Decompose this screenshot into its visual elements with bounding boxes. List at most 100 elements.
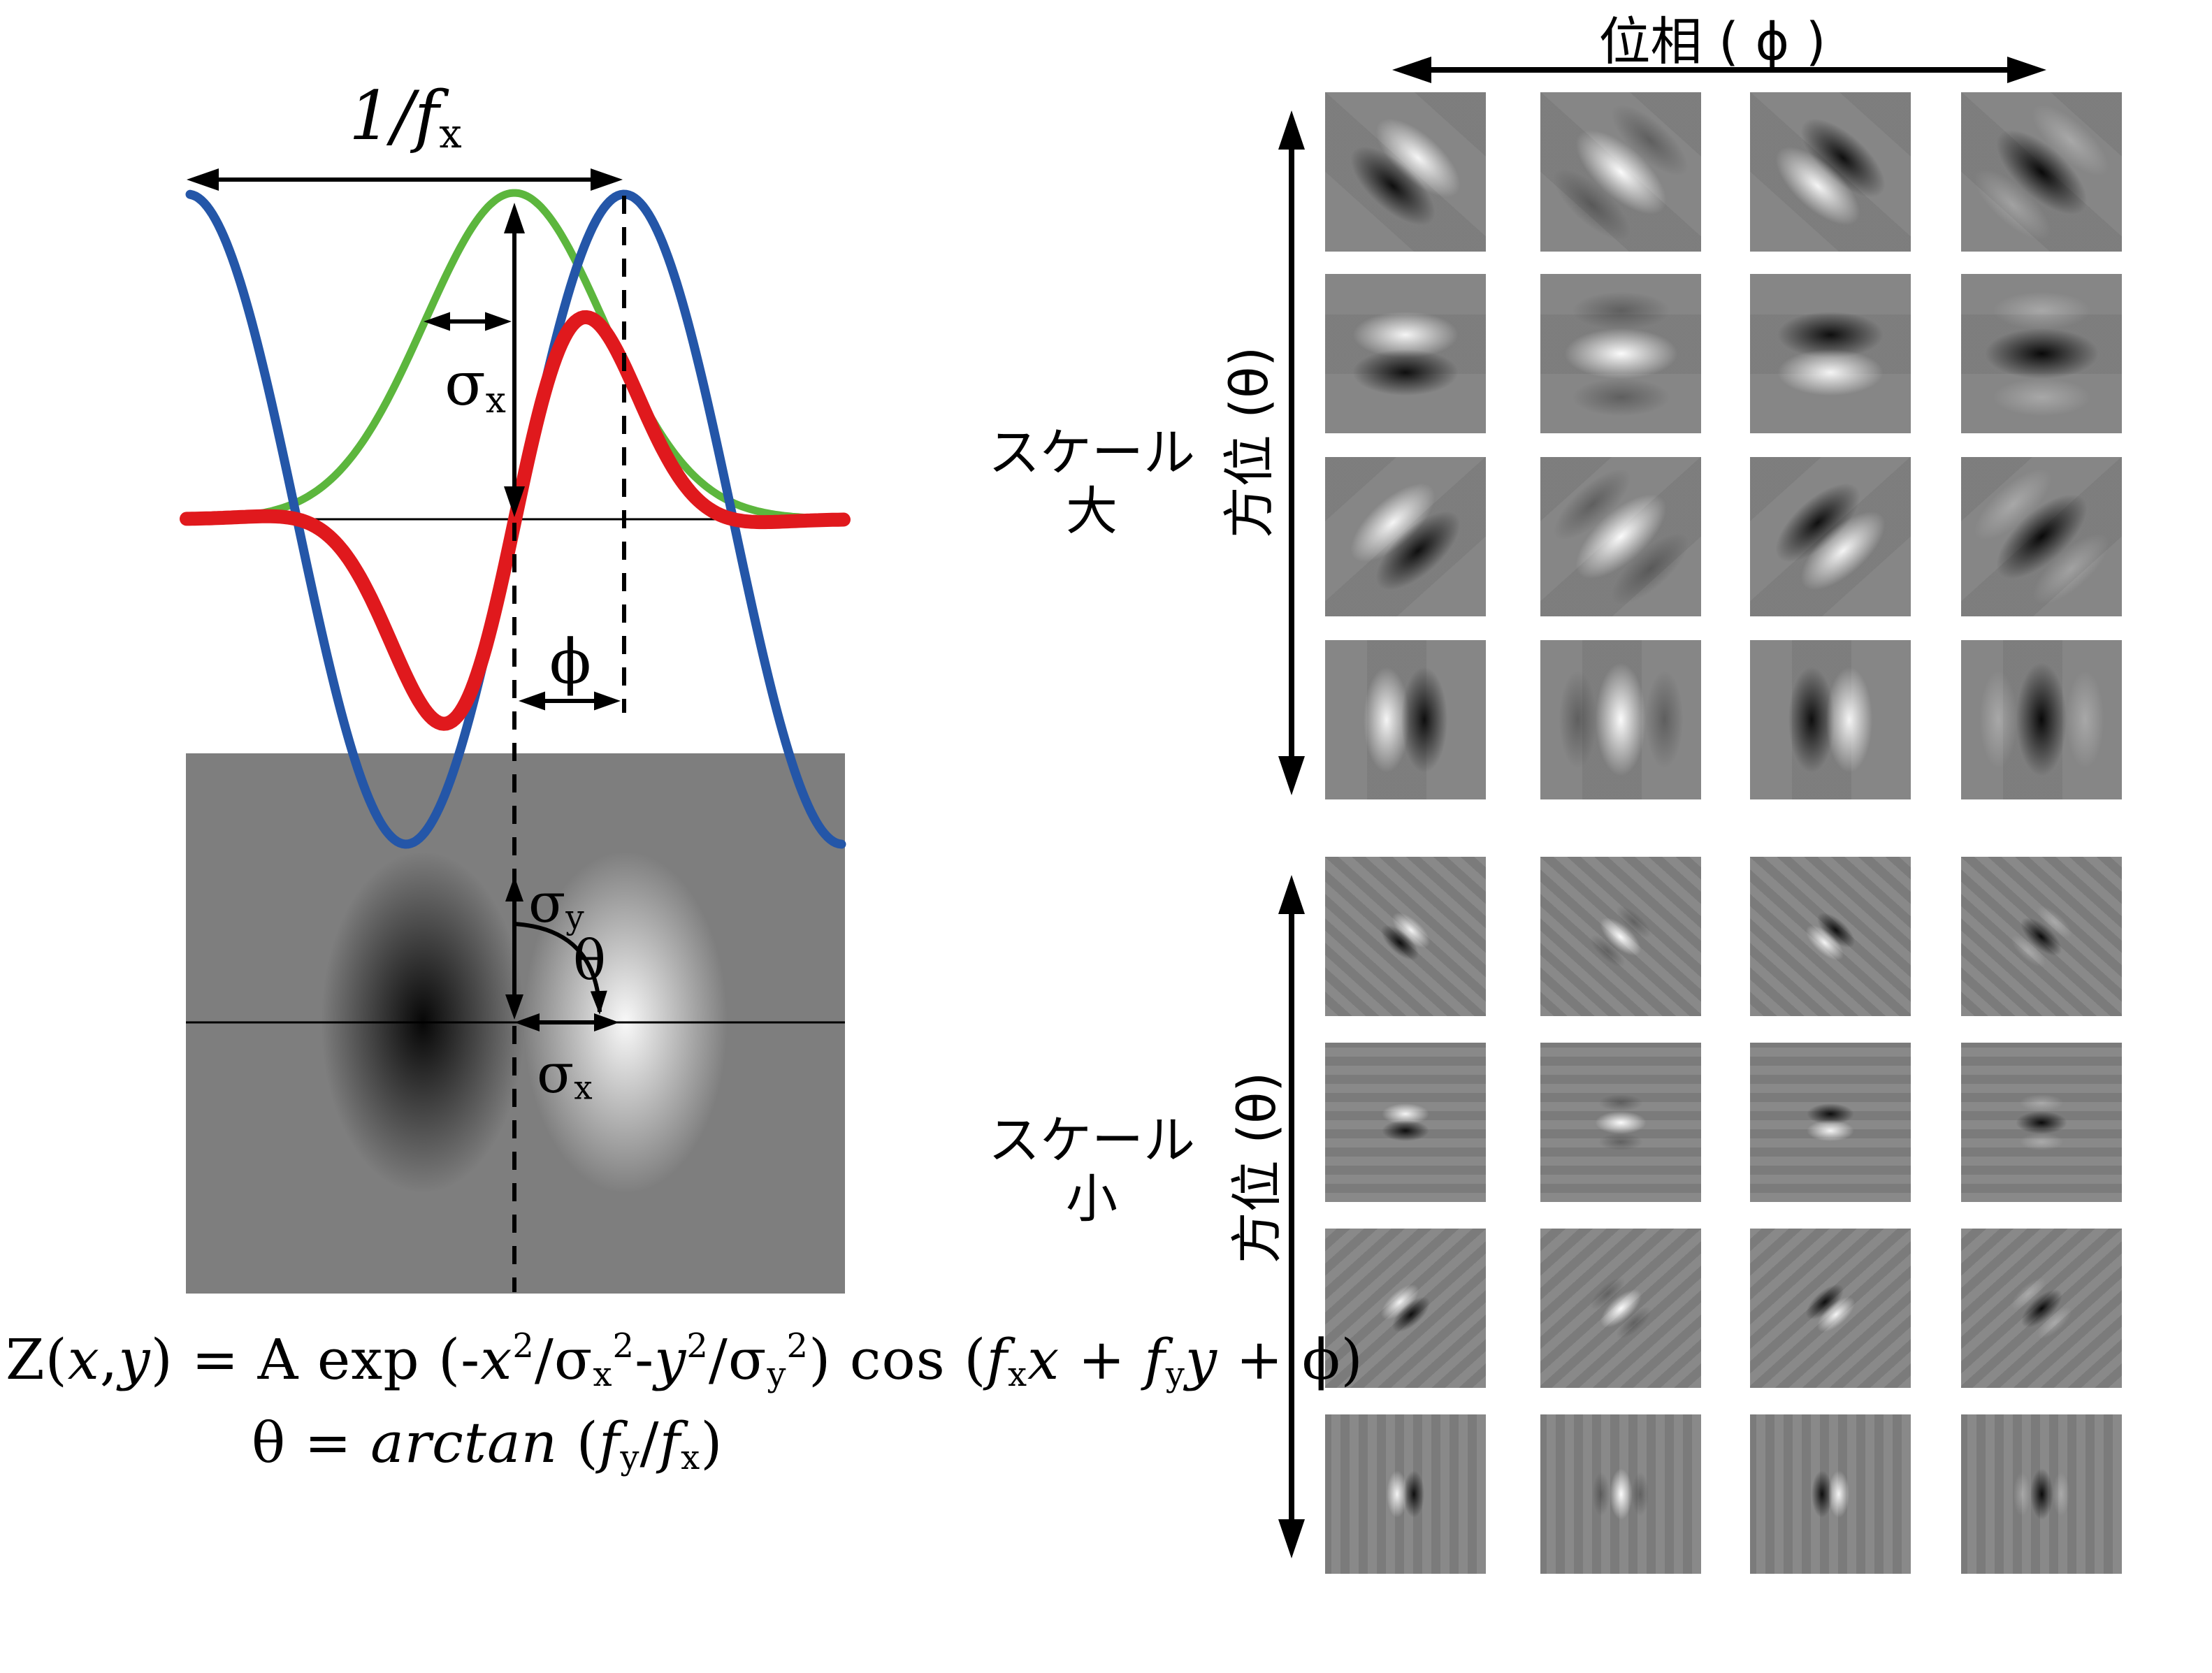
cosine-carrier-curve [185,189,846,849]
formula-segment: / [639,1410,660,1475]
scale-small-label-line2: 小 [959,1157,1224,1232]
gabor-patch-large-r3c1 [1325,457,1486,616]
stripe-rotator [1961,274,2122,433]
formula-segment: - [635,1326,655,1392]
stripe-rotator [1750,457,1911,616]
stripe-rotator [1541,640,1700,799]
stripe-rotator [1961,92,2122,252]
stripe-rotator [1750,857,1911,1016]
sigma-x-plot-sub: x [485,379,506,421]
formula-segment: θ = [252,1410,371,1475]
formula-segment: y [1165,1354,1185,1394]
phase-axis-arrow-head-start [1392,57,1431,83]
dark-stripe [1399,1461,1429,1528]
formula-segment: y [118,1326,151,1392]
gabor-patch-small-r4c3 [1750,1414,1911,1574]
formula-segment: + [1060,1326,1145,1392]
gabor-patch-small-r4c2 [1540,1414,1701,1574]
gabor-patch-small-r1c4 [1961,857,2122,1016]
stripe-rotator [1961,457,2122,616]
bright-lobe [491,797,760,1247]
formula-segment: arctan [370,1410,558,1475]
formula-segment: y [654,1326,687,1392]
stripe-rotator [1325,857,1486,1016]
orientation-small-text: 方位 (θ) [1227,1071,1287,1264]
stripe-rotator [1751,640,1910,799]
formula-segment: , [99,1326,119,1392]
gabor-2d-image [186,753,845,1294]
gabor-patch-small-r2c3 [1750,1043,1911,1202]
formula-segment: x [1027,1326,1060,1392]
formula-segment: ( [558,1410,599,1475]
formula-segment: x [67,1326,100,1392]
dark-stripe [1962,319,2120,389]
stripe-rotator [1540,92,1701,252]
stripe-rotator [1962,1414,2121,1574]
formula-segment: f [598,1410,621,1475]
stripe-rotator [1540,457,1701,616]
formula-segment: Z( [6,1326,68,1392]
period-label: 1/fx [335,77,475,157]
formula-segment: ) [700,1410,723,1475]
bright-stripe [1817,646,1881,793]
gabor-patch-small-r4c1 [1325,1414,1486,1574]
gabor-patch-large-r4c4 [1961,640,2122,799]
gabor-patch-large-r1c2 [1540,92,1701,252]
dark-stripe [1392,646,1456,793]
gabor-patch-large-r1c4 [1961,92,2122,252]
gabor-patch-large-r3c3 [1750,457,1911,616]
phase-axis-label: 位相 ( ϕ ) [1517,0,1908,75]
formula-segment: 2 [786,1326,809,1366]
bright-stripe [1797,1116,1864,1145]
formula-segment: /σ [534,1326,593,1392]
scale-small-text1: スケール [988,1110,1195,1171]
gabor-patch-large-r2c1 [1325,274,1486,433]
scale-small-label-line1: スケール [959,1099,1224,1173]
formula-segment: 2 [612,1326,635,1366]
stripe-rotator [1326,1414,1485,1574]
bright-stripe [1605,1458,1637,1530]
gabor-patch-small-r1c2 [1540,857,1701,1016]
gabor-patch-large-r4c2 [1540,640,1701,799]
phase-axis-arrow-head-end [2007,57,2046,83]
orientation-large-text: 方位 (θ) [1220,346,1280,539]
bright-stripe [1542,319,1700,389]
bright-stripe [1824,1461,1853,1528]
stripe-rotator [1750,92,1911,252]
gabor-patch-small-r2c2 [1540,1043,1701,1202]
stripe-rotator [1540,274,1701,433]
formula-segment: y [1185,1326,1218,1392]
period-dimension-arrow-head-start [187,168,219,191]
amplitude-dimension-arrow-head-end [504,486,525,517]
phase-axis-text: 位相 ( ϕ ) [1598,12,1826,72]
period-label-main: 1/f [349,77,440,155]
sigma-x-image-main: σ [537,1043,574,1106]
bright-stripe [1585,1106,1656,1138]
formula-segment: x [1008,1354,1028,1394]
scale-large-label-line1: スケール [959,411,1224,486]
scale-large-text1: スケール [988,423,1195,483]
stripe-rotator [1540,1229,1701,1388]
dark-stripe [2006,1106,2077,1138]
gabor-patch-large-r3c2 [1540,457,1701,616]
gabor-patch-large-r1c1 [1325,92,1486,252]
stripe-rotator [1750,1229,1911,1388]
stripe-rotator [1962,640,2121,799]
orientation-axis-arrow-small-head-start [1278,875,1305,914]
gabor-patch-large-r4c3 [1750,640,1911,799]
orientation-axis-arrow-large-head-end [1278,756,1305,795]
stripe-rotator [1751,1414,1910,1574]
formula-segment: f [986,1326,1009,1392]
stripe-rotator [1325,274,1486,433]
formula-segment: /σ [708,1326,767,1392]
dark-stripe [1332,340,1479,405]
gabor-construction-curves [180,189,851,849]
phi-glyph: ϕ [549,625,591,697]
sigma-x-plot-main: σ [444,349,486,419]
stripe-rotator [1961,1229,2122,1388]
gabor-patch-small-r3c1 [1325,1229,1486,1388]
sigma-x-image-label: σx [537,1043,593,1108]
formula-segment: ) = A exp (- [150,1326,481,1392]
gabor-formula-line1: Z(x,y) = A exp (-x2/σx2-y2/σy2) cos (fxx… [6,1326,1364,1394]
gabor-patch-large-r2c4 [1961,274,2122,433]
